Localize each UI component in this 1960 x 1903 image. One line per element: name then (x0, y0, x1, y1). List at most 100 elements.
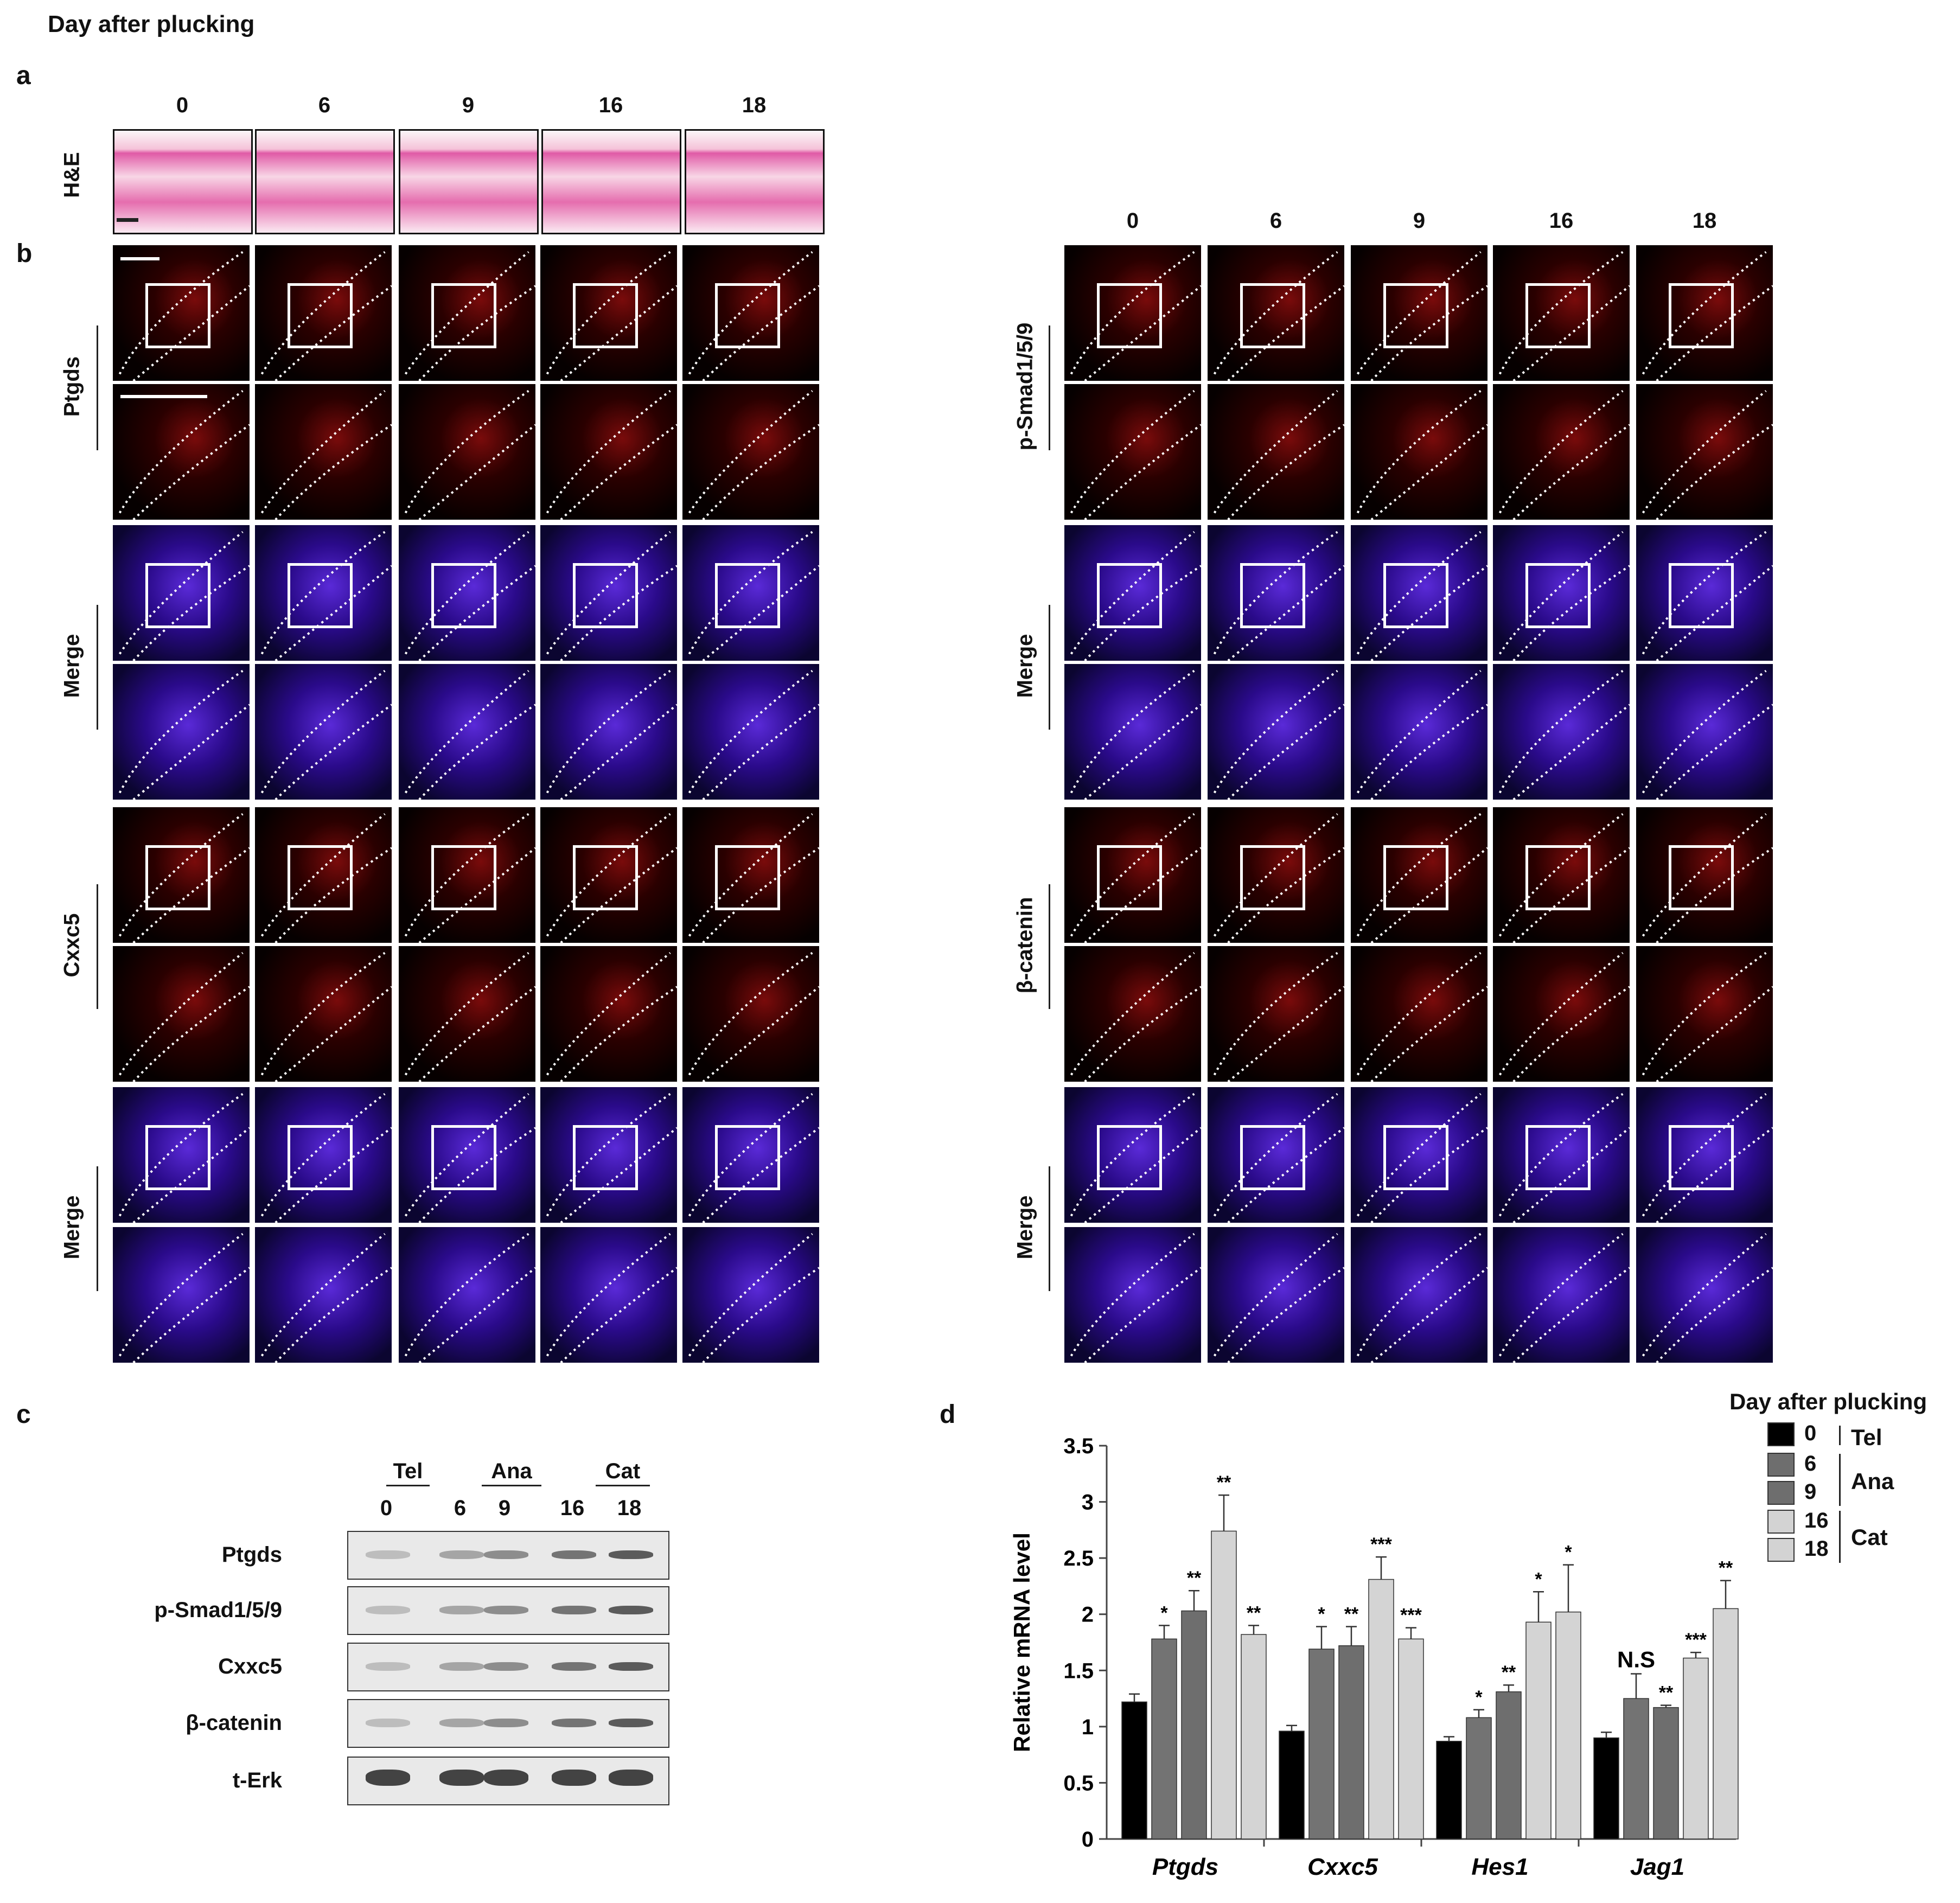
panel-b-left-image-r2-c3 (540, 525, 677, 661)
panel-letter-a: a (16, 61, 31, 90)
panel-b-left-image-r0-c1 (255, 245, 392, 381)
zoom-region-box (715, 1125, 780, 1190)
follicle-outline (118, 1233, 250, 1363)
panel-b-right-image-r5-c3 (1493, 946, 1630, 1082)
panel-b-right-image-r6-c3 (1493, 1087, 1630, 1223)
blot-band (366, 1606, 410, 1614)
follicle-outline (118, 251, 250, 381)
follicle-outline (1356, 1233, 1487, 1363)
panel-b-right-image-r2-c1 (1208, 525, 1344, 661)
follicle-outline (404, 669, 535, 800)
blot-band (609, 1606, 653, 1614)
panel-b-left-image-r3-c2 (399, 664, 535, 800)
follicle-outline (688, 669, 819, 800)
panel-b-left-image-r5-c3 (540, 946, 677, 1082)
follicle-outline (404, 1093, 535, 1223)
panel-a-day-label-3: 16 (598, 93, 623, 117)
panel-b-left-image-r1-c2 (399, 384, 535, 520)
follicle-outline (546, 531, 677, 661)
blot-band (366, 1550, 410, 1559)
follicle-outline (1642, 389, 1773, 520)
panel-b-left-image-r7-c4 (682, 1227, 819, 1363)
row-label-line (97, 884, 98, 1009)
zoom-region-box (431, 563, 496, 628)
sig-label-Cxxc5-6: * (1318, 1604, 1325, 1625)
follicle-outline (1498, 1233, 1630, 1363)
legend-bracket (1839, 1454, 1841, 1506)
panel-b-right-image-r0-c0 (1064, 245, 1201, 381)
blot-strip-2 (347, 1643, 669, 1691)
follicle-outline (1213, 531, 1344, 661)
panel-b-left-image-r0-c3 (540, 245, 677, 381)
panel-letter-c: c (16, 1400, 31, 1429)
panel-b-left-image-r4-c3 (540, 807, 677, 943)
panel-b-left-image-r7-c3 (540, 1227, 677, 1363)
panel-b-left-image-r4-c2 (399, 807, 535, 943)
bar-Ptgds-18 (1241, 1634, 1267, 1840)
blot-lane-label-4: 18 (617, 1496, 642, 1520)
legend-group-cat: Cat (1851, 1524, 1888, 1550)
legend-swatch-9 (1767, 1481, 1795, 1505)
figure-title: Day after plucking (48, 11, 255, 37)
zoom-region-box (1097, 1125, 1162, 1190)
sig-label-Jag1-16: *** (1685, 1630, 1707, 1650)
follicle-outline (688, 813, 819, 943)
panel-b-left-image-r5-c2 (399, 946, 535, 1082)
blot-row-label-4: t-Erk (232, 1768, 282, 1792)
panel-b-left-image-r6-c4 (682, 1087, 819, 1223)
y-tick-label-4: 2 (1082, 1603, 1094, 1627)
panel-b-right-row-label-0: p-Smad1/5/9 (1013, 322, 1037, 451)
legend-swatch-6 (1767, 1453, 1795, 1477)
panel-b-right-image-r0-c4 (1636, 245, 1773, 381)
panel-b-right-image-r2-c4 (1636, 525, 1773, 661)
legend-bracket (1839, 1511, 1841, 1563)
panel-b-left-image-r6-c3 (540, 1087, 677, 1223)
zoom-region-box (1669, 1125, 1734, 1190)
legend-title: Day after plucking (1729, 1389, 1927, 1414)
follicle-outline (1070, 251, 1201, 381)
bar-Cxxc5-6 (1308, 1649, 1335, 1840)
legend-swatch-16 (1767, 1510, 1795, 1534)
row-label-line (97, 325, 98, 450)
panel-b-right-image-r5-c2 (1351, 946, 1487, 1082)
panel-a-day-label-0: 0 (176, 93, 189, 117)
bar-Jag1-18 (1713, 1608, 1739, 1840)
follicle-outline (1070, 1093, 1201, 1223)
follicle-outline (1498, 251, 1630, 381)
y-axis-label: Relative mRNA level (1009, 1532, 1035, 1752)
follicle-outline (260, 952, 392, 1082)
follicle-outline (1498, 389, 1630, 520)
sig-label-Jag1-6: N.S (1617, 1647, 1655, 1672)
blot-band (552, 1719, 596, 1727)
follicle-outline (118, 952, 250, 1082)
he-image-day-16 (541, 129, 681, 234)
bar-Jag1-9 (1653, 1707, 1679, 1840)
follicle-outline (546, 1233, 677, 1363)
panel-b-left-image-r7-c2 (399, 1227, 535, 1363)
panel-b-left-image-r2-c1 (255, 525, 392, 661)
he-image-day-9 (399, 129, 539, 234)
follicle-outline (1213, 813, 1344, 943)
blot-strip-3 (347, 1699, 669, 1748)
follicle-outline (1213, 669, 1344, 800)
sig-label-Jag1-9: ** (1659, 1683, 1674, 1703)
bar-Ptgds-0 (1121, 1701, 1147, 1840)
follicle-outline (688, 251, 819, 381)
follicle-outline (1642, 1093, 1773, 1223)
sig-label-Hes1-9: ** (1502, 1662, 1516, 1683)
legend-day-6: 6 (1804, 1452, 1817, 1476)
panel-b-left-image-r1-c3 (540, 384, 677, 520)
blot-band (552, 1770, 596, 1786)
follicle-outline (1213, 1233, 1344, 1363)
legend-group-ana: Ana (1851, 1468, 1894, 1494)
panel-b-right-row-label-1: Merge (1013, 634, 1037, 698)
panel-b-left-image-r2-c2 (399, 525, 535, 661)
follicle-outline (1213, 251, 1344, 381)
follicle-outline (118, 813, 250, 943)
zoom-region-box (288, 283, 353, 348)
panel-b-day-label-1: 6 (1269, 209, 1282, 233)
panel-b-right-image-r6-c0 (1064, 1087, 1201, 1223)
panel-b-day-label-2: 9 (1413, 209, 1426, 233)
follicle-outline (1356, 251, 1487, 381)
y-tick-label-2: 1 (1082, 1715, 1094, 1739)
